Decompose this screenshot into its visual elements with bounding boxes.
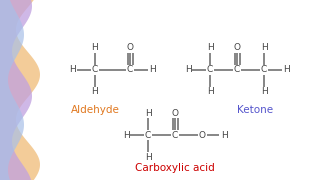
- Text: O: O: [126, 44, 133, 53]
- Text: Ketone: Ketone: [237, 105, 273, 115]
- Text: H: H: [260, 87, 268, 96]
- Text: H: H: [207, 44, 213, 53]
- Text: Carboxylic acid: Carboxylic acid: [135, 163, 215, 173]
- Text: Aldehyde: Aldehyde: [71, 105, 119, 115]
- Text: H: H: [185, 66, 191, 75]
- Text: H: H: [70, 66, 76, 75]
- Text: C: C: [261, 66, 267, 75]
- Polygon shape: [0, 0, 40, 180]
- Text: H: H: [145, 109, 151, 118]
- Text: C: C: [207, 66, 213, 75]
- Polygon shape: [0, 0, 32, 180]
- Text: C: C: [145, 130, 151, 140]
- Text: C: C: [234, 66, 240, 75]
- Polygon shape: [0, 0, 24, 180]
- Text: O: O: [172, 109, 179, 118]
- Text: H: H: [92, 87, 98, 96]
- Text: H: H: [283, 66, 289, 75]
- Text: O: O: [198, 130, 205, 140]
- Text: O: O: [234, 44, 241, 53]
- Text: H: H: [207, 87, 213, 96]
- Text: H: H: [220, 130, 228, 140]
- Text: H: H: [260, 44, 268, 53]
- Text: H: H: [123, 130, 129, 140]
- Text: H: H: [145, 152, 151, 161]
- Text: C: C: [92, 66, 98, 75]
- Text: C: C: [172, 130, 178, 140]
- Text: C: C: [127, 66, 133, 75]
- Text: H: H: [92, 44, 98, 53]
- Text: H: H: [148, 66, 156, 75]
